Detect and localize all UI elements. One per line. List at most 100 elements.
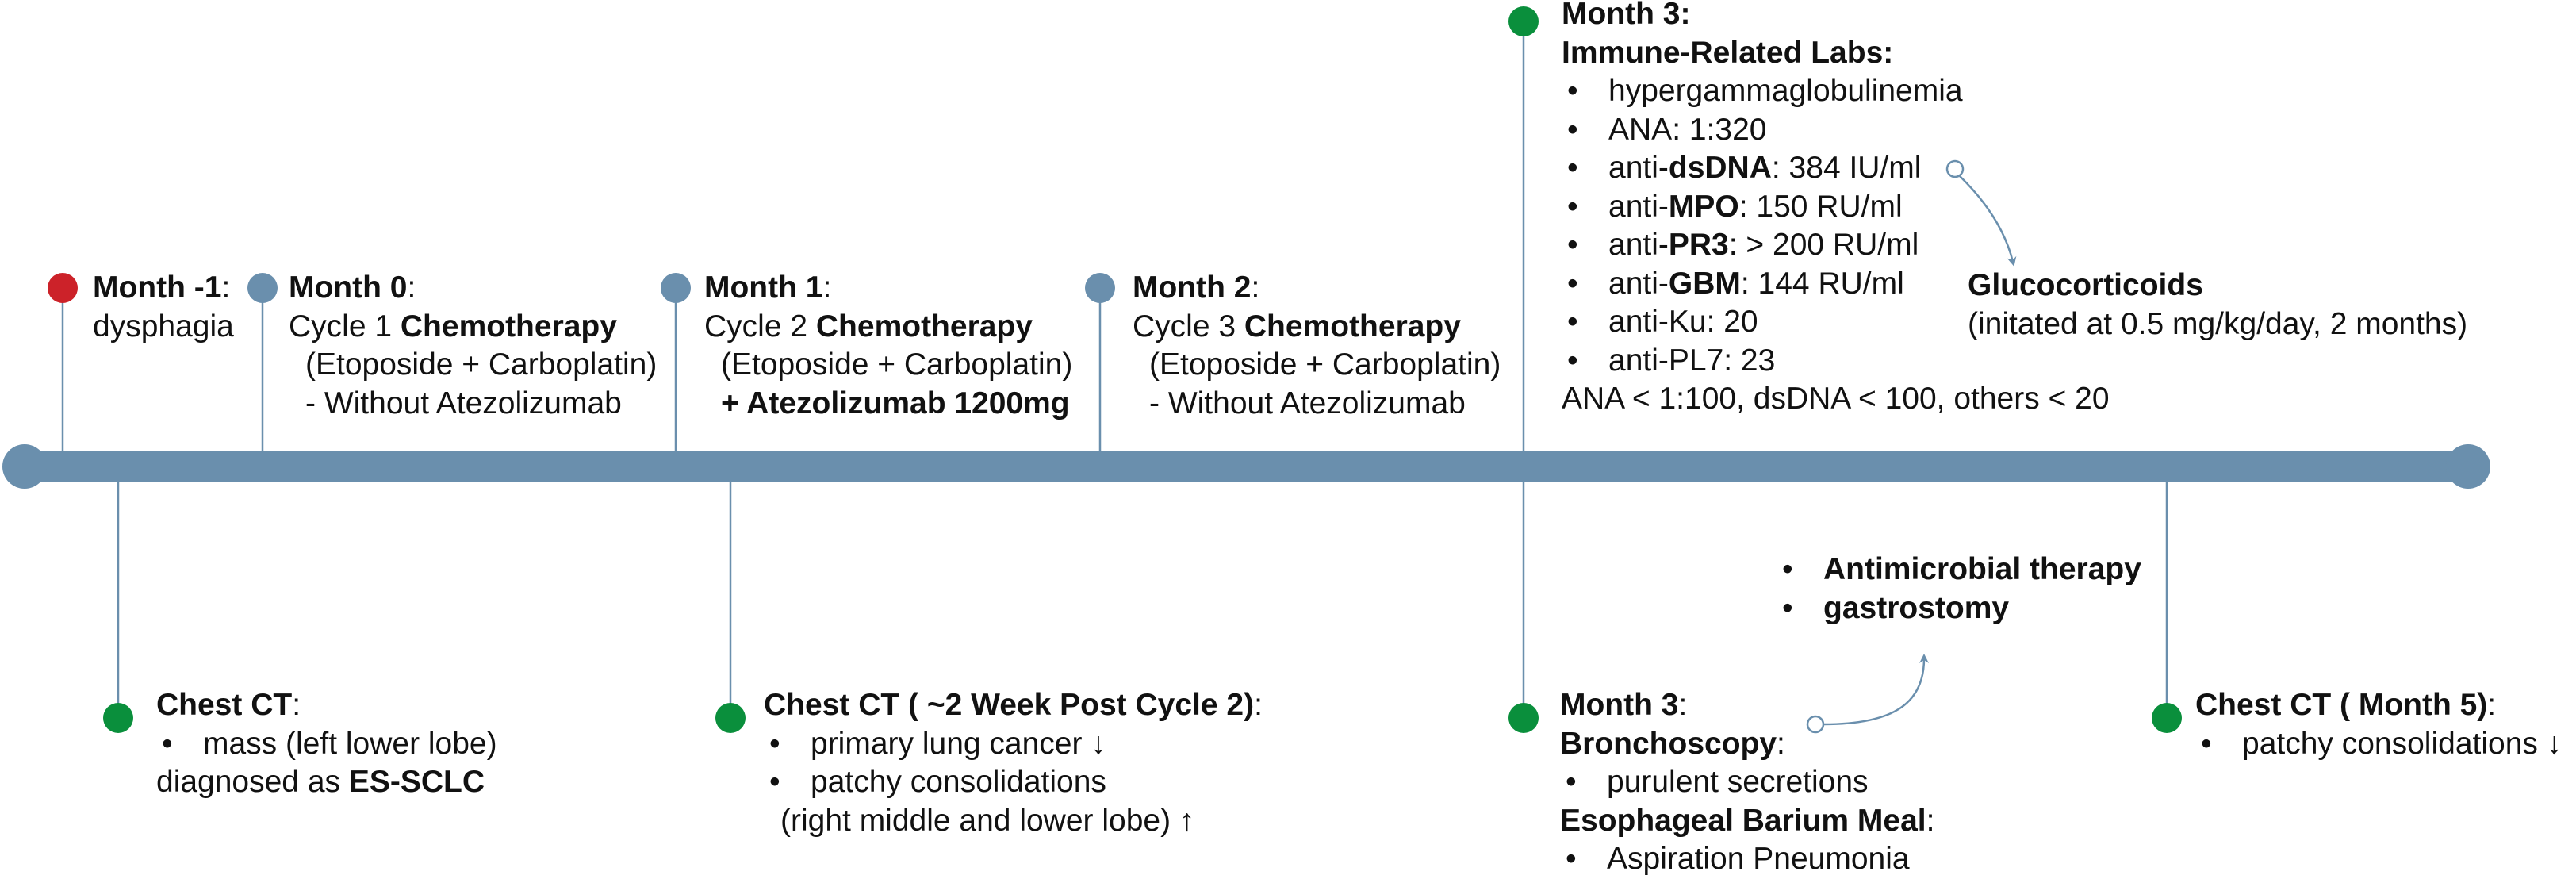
text: : 144 RU/ml: [1740, 266, 1904, 301]
text: Cycle 2: [704, 309, 816, 344]
chest-ct-month-5-text: Chest CT ( Month 5): • patchy consolidatio…: [2195, 686, 2562, 763]
text-line: (Etoposide + Carboplatin): [289, 346, 657, 385]
text-line: • anti-Ku: 20: [1562, 303, 2110, 342]
bullet-icon: •: [1567, 228, 1578, 262]
bullet-icon: •: [769, 765, 780, 799]
text-line: • patchy consolidations: [764, 763, 1263, 802]
text-line: • anti-PL7: 23: [1562, 342, 2110, 381]
bullet-icon: •: [769, 726, 780, 761]
text-line: • primary lung cancer ↓: [764, 725, 1263, 764]
arrow-to-antimicrobial-therapy: [1823, 654, 1929, 726]
bullet-icon: •: [1566, 765, 1577, 799]
text: ANA < 1:100, dsDNA < 100, others < 20: [1562, 382, 2110, 416]
text: Cycle 3: [1133, 309, 1244, 344]
month-3-bronchoscopy-text: Month 3: Bronchoscopy: • purulent secretion…: [1560, 686, 1934, 879]
text: Aspiration Pneumonia: [1607, 842, 1910, 876]
text-line: Cycle 2 Chemotherapy: [704, 308, 1072, 347]
text: anti-: [1608, 266, 1669, 301]
text: :: [822, 271, 832, 305]
text-line: • Aspiration Pneumonia: [1560, 840, 1934, 879]
bullet-icon: •: [1567, 343, 1578, 378]
bold-text: Esophageal Barium Meal: [1560, 803, 1926, 838]
text: :: [1678, 688, 1688, 722]
text-line: Chest CT ( ~2 Week Post Cycle 2):: [764, 686, 1263, 725]
text: :: [1926, 803, 1935, 838]
text-line: Month -1:: [93, 269, 234, 308]
text-line: Immune-Related Labs:: [1562, 34, 2110, 73]
text-line: • anti-PR3: > 200 RU/ml: [1562, 226, 2110, 265]
text-line: (right middle and lower lobe) ↑: [764, 802, 1263, 841]
text: mass (left lower lobe): [203, 726, 497, 761]
text: :: [1254, 688, 1263, 722]
bold-text: Antimicrobial therapy: [1823, 552, 2141, 586]
timeline-start-cap: [2, 444, 47, 489]
text: anti-Ku: 20: [1608, 305, 1758, 339]
bold-text: dsDNA: [1668, 151, 1772, 185]
month-0-text: Month 0: Cycle 1 Chemotherapy (Etoposide +…: [289, 269, 657, 423]
text: :: [1777, 726, 1785, 761]
month-2-text: Month 2: Cycle 3 Chemotherapy (Etoposide +…: [1133, 269, 1501, 423]
month-minus-1-text: Month -1: dysphagia: [93, 269, 234, 346]
bold-text: Chemotherapy: [400, 309, 617, 344]
text: (Etoposide + Carboplatin): [1149, 347, 1501, 382]
bold-text: Chest CT ( ~2 Week Post Cycle 2): [764, 688, 1255, 722]
text: (Etoposide + Carboplatin): [721, 347, 1073, 382]
bullet-icon: •: [1567, 74, 1578, 108]
green-event-marker: [103, 703, 133, 733]
text-line: Month 1:: [704, 269, 1072, 308]
text-line: + Atezolizumab 1200mg: [704, 385, 1072, 424]
blue-event-marker: [1085, 273, 1115, 303]
text: patchy consolidations ↓: [2242, 726, 2563, 761]
text: : > 200 RU/ml: [1728, 228, 1919, 262]
text-line: • Antimicrobial therapy: [1777, 551, 2141, 589]
timeline-bar: [25, 451, 2468, 482]
text: anti-: [1608, 189, 1669, 224]
text-line: Cycle 1 Chemotherapy: [289, 308, 657, 347]
chest-ct-initial-text: Chest CT: • mass (left lower lobe) diagnose…: [156, 686, 497, 802]
bullet-icon: •: [1567, 189, 1578, 224]
bold-text: Month 3:: [1562, 0, 1691, 31]
bold-text: Bronchoscopy: [1560, 726, 1777, 761]
blue-event-marker: [247, 273, 278, 303]
text: ANA: 1:320: [1608, 112, 1767, 147]
month-3-labs-text: Month 3: Immune-Related Labs: • hypergammag…: [1562, 0, 2110, 419]
text-line: • mass (left lower lobe): [156, 725, 497, 764]
red-event-marker: [48, 273, 78, 303]
text-line: Month 3:: [1560, 686, 1934, 725]
text: :: [407, 271, 416, 305]
text-line: • anti-dsDNA: 384 IU/ml: [1562, 149, 2110, 188]
bold-text: Chest CT: [156, 688, 293, 722]
bold-text: GBM: [1668, 266, 1741, 301]
text-line: • anti-GBM: 144 RU/ml: [1562, 265, 2110, 304]
text: diagnosed as: [156, 765, 349, 799]
text-line: • hypergammaglobulinemia: [1562, 72, 2110, 111]
bold-text: Month -1: [93, 271, 222, 305]
bullet-icon: •: [162, 726, 173, 761]
bold-text: Immune-Related Labs:: [1562, 35, 1894, 70]
text: :: [1251, 271, 1260, 305]
text: : 384 IU/ml: [1771, 151, 1922, 185]
bold-text: Chest CT ( Month 5): [2195, 688, 2488, 722]
bold-text: + Atezolizumab 1200mg: [721, 386, 1070, 420]
bold-text: Month 3: [1560, 688, 1679, 722]
text-line: - Without Atezolizumab: [1133, 385, 1501, 424]
text: (initated at 0.5 mg/kg/day, 2 months): [1968, 306, 2468, 341]
timeline-end-cap: [2446, 444, 2490, 489]
text-line: • gastrostomy: [1777, 589, 2141, 628]
bold-text: gastrostomy: [1823, 590, 2010, 625]
text-line: (initated at 0.5 mg/kg/day, 2 months): [1968, 305, 2467, 344]
arrow-origin-circle: [1806, 715, 1825, 734]
text-line: Cycle 3 Chemotherapy: [1133, 308, 1501, 347]
bold-text: Month 0: [289, 271, 408, 305]
text-line: Bronchoscopy:: [1560, 725, 1934, 764]
text: (Etoposide + Carboplatin): [305, 347, 657, 382]
chest-ct-post-cycle-2-text: Chest CT ( ~2 Week Post Cycle 2): • primar…: [764, 686, 1263, 840]
bullet-icon: •: [1566, 842, 1577, 876]
text-line: • purulent secretions: [1560, 763, 1934, 802]
text: dysphagia: [93, 309, 234, 344]
bold-text: Chemotherapy: [815, 309, 1033, 344]
bold-text: PR3: [1668, 228, 1729, 262]
text: Cycle 1: [289, 309, 401, 344]
bullet-icon: •: [1567, 305, 1578, 339]
text-line: ANA < 1:100, dsDNA < 100, others < 20: [1562, 380, 2110, 419]
